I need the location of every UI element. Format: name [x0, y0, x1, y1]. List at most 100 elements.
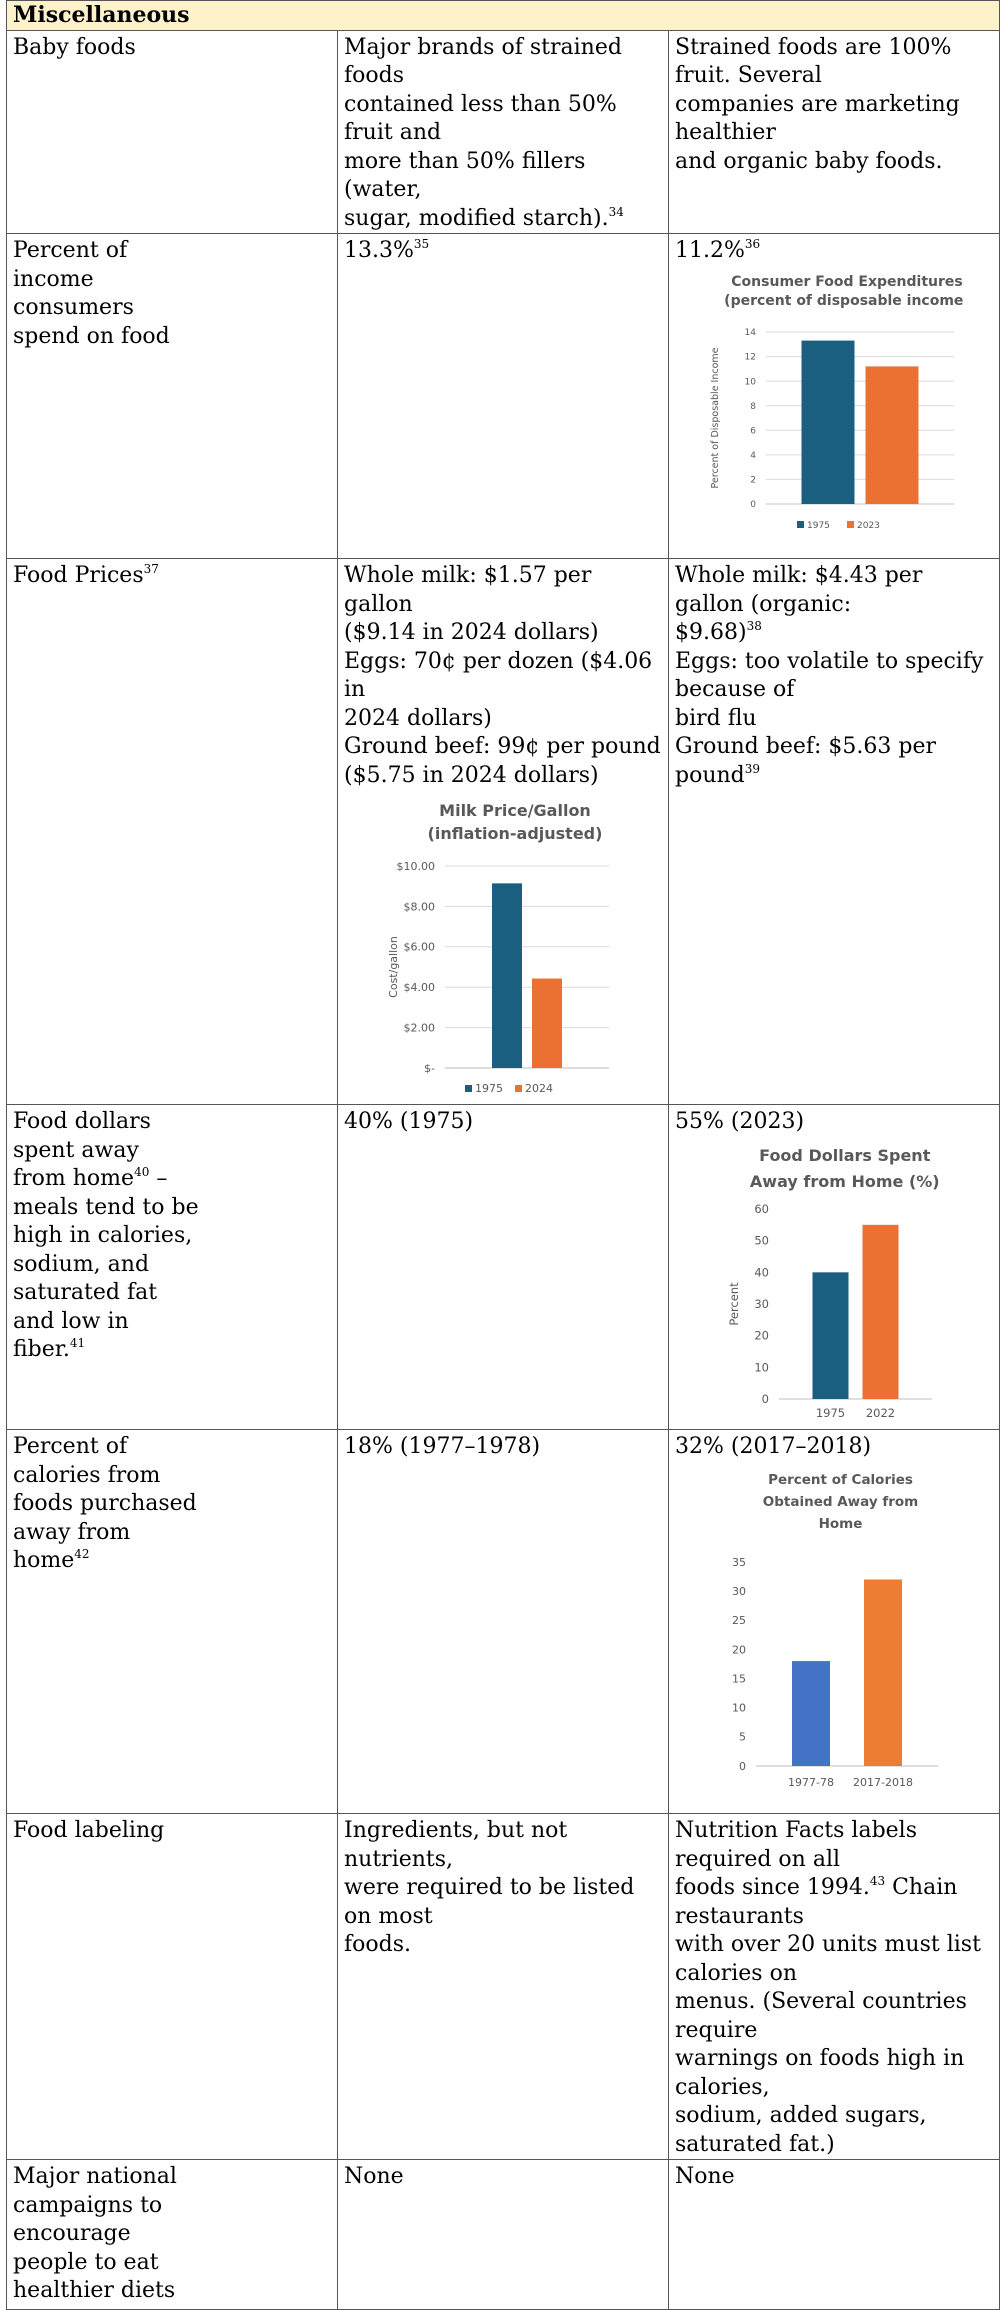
row-label: Major national campaigns to encourage pe… — [6, 2159, 338, 2310]
chart-title: Home — [819, 1516, 863, 1532]
footnote-ref[interactable]: 38 — [746, 619, 762, 633]
now-cell: 11.2%36 Consumer Food Expenditures (perce… — [668, 233, 1000, 559]
table-row: Percent of calories from foods purchased… — [6, 1429, 1000, 1814]
row-label: Percent of income consumers spend on foo… — [6, 233, 338, 559]
chart-food-dollars-away: Food Dollars Spent Away from Home (%) 0 10 2… — [727, 1146, 940, 1420]
chart-title: Percent of Calories — [768, 1472, 913, 1488]
y-tick-label: 0 — [762, 1392, 769, 1406]
milk-price-now-text: Whole milk: $4.43 per gallon (organic: $… — [675, 563, 923, 645]
row-label-text: Food Prices — [13, 563, 144, 588]
now-value: 55% (2023) — [675, 1109, 805, 1134]
bar — [864, 1578, 902, 1766]
bar — [865, 365, 919, 504]
y-tick-label: $2.00 — [404, 1021, 436, 1034]
y-tick-label: 20 — [754, 1328, 769, 1342]
footnote-ref[interactable]: 34 — [608, 204, 624, 219]
document: Miscellaneous Baby foods Major brands of… — [6, 0, 1000, 2310]
now-cell: 55% (2023) Food Dollars Spent Away from H… — [668, 1104, 1000, 1430]
row-label-text-b: – meals tend to be high in calories, sod… — [13, 1166, 199, 1362]
y-tick-label: 10 — [754, 1360, 769, 1374]
y-tick-label: 20 — [732, 1643, 746, 1656]
y-tick-label: 14 — [745, 328, 757, 338]
row-label-text: Baby foods — [13, 34, 136, 60]
y-tick-label: 25 — [732, 1614, 746, 1627]
row-label-text: Major national campaigns to encourage pe… — [13, 2164, 177, 2303]
footnote-ref[interactable]: 41 — [69, 1336, 86, 1350]
then-text: Ingredients, but not nutrients, were req… — [344, 1818, 635, 1957]
then-value: None — [344, 2164, 404, 2189]
x-tick-label: 2017-2018 — [853, 1776, 913, 1789]
now-cell: Nutrition Facts labels required on all f… — [668, 1813, 1000, 2160]
chart-title: Consumer Food Expenditures — [731, 274, 962, 290]
table-row: Percent of income consumers spend on foo… — [6, 233, 1000, 559]
bar — [801, 340, 855, 504]
y-tick-label: 10 — [745, 377, 757, 387]
row-label: Food labeling — [6, 1813, 338, 2160]
then-cell: 18% (1977–1978) — [337, 1429, 669, 1814]
y-tick-label: 60 — [754, 1202, 769, 1216]
eggs-price-then: Eggs: 70¢ per dozen ($4.06 in 2024 dolla… — [344, 648, 653, 731]
footnote-ref[interactable]: 43 — [869, 1874, 886, 1888]
y-tick-label: 5 — [739, 1730, 746, 1743]
x-tick-label: 1977-78 — [788, 1776, 834, 1789]
now-cell: Whole milk: $4.43 per gallon (organic: $… — [668, 558, 1000, 1105]
bar — [862, 1224, 899, 1399]
y-tick-label: $10.00 — [397, 860, 436, 873]
row-label-text: Food labeling — [13, 1818, 165, 1843]
legend-label: 1975 — [475, 1082, 503, 1095]
y-axis-label: Percent of Disposable Income — [710, 347, 721, 488]
then-cell: 13.3%35 — [337, 233, 669, 559]
y-tick-label: 50 — [754, 1233, 769, 1247]
now-text: Nutrition Facts labels required on all f… — [675, 1817, 993, 2159]
table-row: Baby foods Major brands of strained food… — [6, 29, 1000, 234]
footnote-ref[interactable]: 40 — [134, 1165, 150, 1179]
x-tick-label: 2022 — [866, 1406, 895, 1420]
row-label: Food Prices37 — [6, 558, 338, 1105]
table-row: Major national campaigns to encourage pe… — [6, 2159, 1000, 2310]
section-title: Miscellaneous — [6, 0, 1000, 31]
section-header-row: Miscellaneous — [6, 0, 1000, 31]
chart-title: Away from Home (%) — [750, 1172, 940, 1191]
then-value: 13.3% — [344, 238, 414, 263]
y-tick-label: 15 — [732, 1672, 746, 1685]
bar — [532, 978, 562, 1068]
chart-milk-price: Milk Price/Gallon (inflation-adjusted) $- $… — [387, 801, 609, 1095]
footnote-ref[interactable]: 39 — [744, 761, 761, 776]
then-cell: Whole milk: $1.57 per gallon ($9.14 in 2… — [337, 558, 669, 1105]
beef-price-then: Ground beef: 99¢ per pound ($5.75 in 202… — [344, 734, 661, 788]
footnote-ref[interactable]: 37 — [143, 562, 159, 576]
now-value: 11.2% — [675, 238, 745, 263]
then-value: 18% (1977–1978) — [344, 1434, 541, 1459]
footnote-ref[interactable]: 35 — [413, 237, 430, 251]
footnote-ref[interactable]: 42 — [74, 1547, 90, 1561]
then-cell: Ingredients, but not nutrients, were req… — [337, 1813, 669, 2160]
y-tick-label: $- — [424, 1062, 435, 1075]
y-tick-label: 2 — [750, 475, 756, 485]
now-value: 32% (2017–2018) — [675, 1434, 872, 1459]
row-label-text: Percent of income consumers spend on foo… — [13, 238, 170, 349]
then-cell: 40% (1975) — [337, 1104, 669, 1430]
legend-label: 2023 — [857, 521, 880, 531]
milk-price-then: Whole milk: $1.57 per gallon ($9.14 in 2… — [344, 563, 599, 645]
y-tick-label: 10 — [732, 1701, 746, 1714]
comparison-table: Miscellaneous Baby foods Major brands of… — [6, 0, 1000, 2310]
footnote-ref[interactable]: 36 — [744, 237, 761, 251]
chart-title: (inflation-adjusted) — [428, 824, 603, 843]
chart-title: Milk Price/Gallon — [439, 801, 591, 820]
beef-price-now-text: Ground beef: $5.63 per pound — [675, 734, 937, 788]
chart-consumer-food-expenditures: Consumer Food Expenditures (percent of di… — [710, 274, 964, 531]
chart-title: (percent of disposable income) — [724, 293, 964, 309]
y-axis-label: Cost/gallon — [387, 936, 400, 998]
row-label: Percent of calories from foods purchased… — [6, 1429, 338, 1814]
now-value: None — [675, 2164, 735, 2189]
y-tick-label: 35 — [732, 1555, 746, 1568]
chart-title: Obtained Away from — [763, 1494, 918, 1510]
now-cell: 32% (2017–2018) Percent of Calories Obtai… — [668, 1429, 1000, 1814]
legend-label: 2024 — [525, 1082, 553, 1095]
table-row: Food Prices37 Whole milk: $1.57 per gall… — [6, 558, 1000, 1105]
then-text: Major brands of strained foods contained… — [344, 34, 662, 234]
chart-title: Food Dollars Spent — [759, 1146, 931, 1165]
then-cell: None — [337, 2159, 669, 2310]
then-value: 40% (1975) — [344, 1109, 474, 1134]
now-cell: None — [668, 2159, 1000, 2310]
